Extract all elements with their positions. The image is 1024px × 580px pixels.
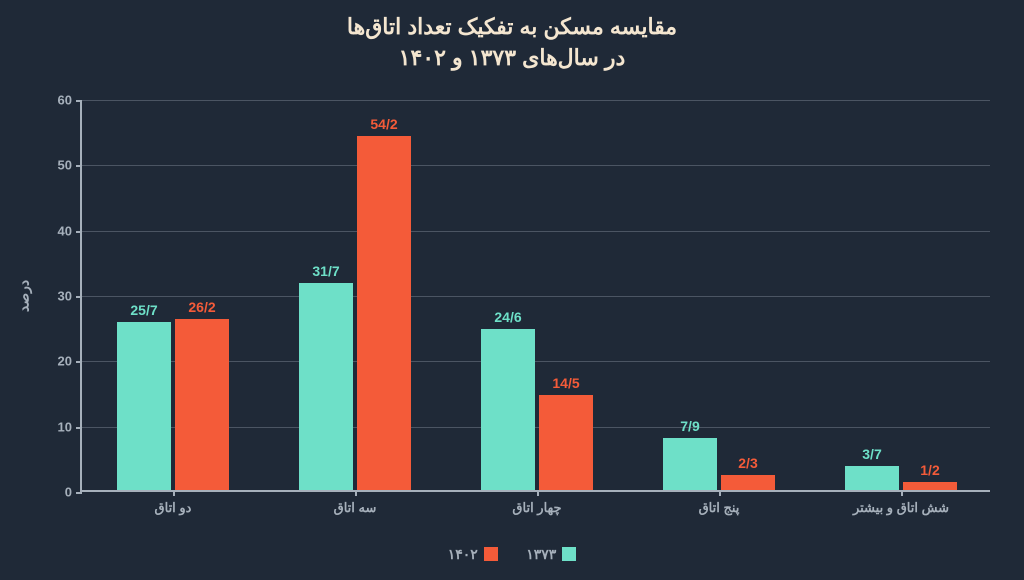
title-line-1: مقایسه مسکن به تفکیک تعداد اتاق‌ها: [0, 12, 1024, 43]
x-tick-label: سه اتاق: [334, 490, 377, 516]
y-axis-label: درصد: [16, 280, 33, 312]
legend-swatch-1402: [484, 547, 498, 561]
y-tick-label: 40: [58, 223, 82, 238]
y-tick-label: 30: [58, 289, 82, 304]
bar-value-label: 2/3: [738, 455, 757, 475]
gridline: [82, 296, 990, 297]
legend-label-1402: ۱۴۰۲: [448, 546, 478, 563]
legend-item-1373: ۱۳۷۳: [526, 546, 576, 563]
x-tick-label: دو اتاق: [155, 490, 192, 516]
chart-title: مقایسه مسکن به تفکیک تعداد اتاق‌ها در سا…: [0, 12, 1024, 74]
bar-value-label: 54/2: [370, 116, 397, 136]
bar-1373: 3/7: [845, 466, 899, 490]
gridline: [82, 165, 990, 166]
bar-1402: 1/2: [903, 482, 957, 490]
plot-area: 0102030405060دو اتاق25/726/2سه اتاق31/75…: [80, 100, 990, 492]
bar-1373: 31/7: [299, 283, 353, 490]
bar-value-label: 31/7: [312, 263, 339, 283]
y-tick-label: 50: [58, 158, 82, 173]
bar-1373: 24/6: [481, 329, 535, 490]
bar-value-label: 14/5: [552, 375, 579, 395]
bar-1402: 26/2: [175, 319, 229, 490]
legend-label-1373: ۱۳۷۳: [526, 546, 556, 563]
title-line-2: در سال‌های ۱۳۷۳ و ۱۴۰۲: [0, 43, 1024, 74]
y-tick-label: 0: [65, 485, 82, 500]
bar-value-label: 25/7: [130, 302, 157, 322]
legend-item-1402: ۱۴۰۲: [448, 546, 498, 563]
bar-1373: 25/7: [117, 322, 171, 490]
bar-value-label: 24/6: [494, 309, 521, 329]
bar-1402: 2/3: [721, 475, 775, 490]
x-tick-label: پنج اتاق: [699, 490, 740, 516]
legend-swatch-1373: [562, 547, 576, 561]
bar-value-label: 26/2: [188, 299, 215, 319]
chart-container: مقایسه مسکن به تفکیک تعداد اتاق‌ها در سا…: [0, 0, 1024, 580]
gridline: [82, 100, 990, 101]
gridline: [82, 231, 990, 232]
bar-1402: 54/2: [357, 136, 411, 490]
bar-value-label: 3/7: [862, 446, 881, 466]
bar-1402: 14/5: [539, 395, 593, 490]
y-tick-label: 20: [58, 354, 82, 369]
bar-value-label: 1/2: [920, 462, 939, 482]
y-tick-label: 60: [58, 93, 82, 108]
bar-1373: 7/9: [663, 438, 717, 490]
x-tick-label: شش اتاق و بیشتر: [853, 490, 949, 516]
legend: ۱۳۷۳ ۱۴۰۲: [0, 546, 1024, 567]
x-tick-label: چهار اتاق: [512, 490, 561, 516]
bar-value-label: 7/9: [680, 418, 699, 438]
y-tick-label: 10: [58, 419, 82, 434]
